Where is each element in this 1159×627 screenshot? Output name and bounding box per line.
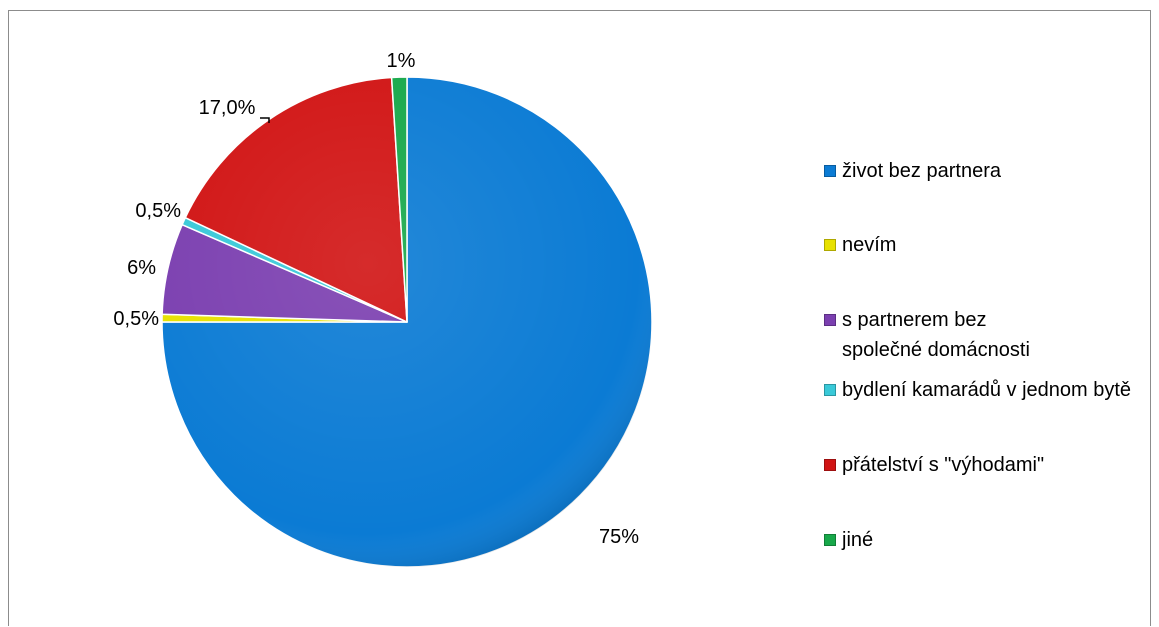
legend-swatch [824, 384, 836, 396]
legend: život bez partnera nevím s partnerem bez… [824, 11, 1159, 611]
data-label: 1% [387, 50, 416, 72]
data-label: 0,5% [113, 308, 159, 330]
legend-label: jiné [842, 529, 874, 551]
legend-item: nevím [824, 233, 1159, 260]
legend-item: s partnerem bez společné domácnosti [824, 308, 1159, 365]
data-label: 0,5% [135, 200, 181, 222]
legend-label: život bez partnera [842, 160, 1001, 182]
legend-label: s partnerem bez společné domácnosti [842, 309, 1030, 361]
legend-item: jiné [824, 528, 1159, 555]
legend-swatch [824, 534, 836, 546]
legend-label: nevím [842, 234, 897, 256]
legend-item: bydlení kamarádů v jednom bytě [824, 378, 1159, 405]
legend-swatch [824, 459, 836, 471]
chart-area: 75% 0,5% 6% 0,5% 17,0% 1% život bez partnera … [8, 10, 1151, 626]
legend-label: přátelství s "výhodami" [842, 454, 1045, 476]
leader-line-17 [260, 117, 270, 123]
legend-swatch [824, 314, 836, 326]
legend-swatch [824, 239, 836, 251]
legend-label: bydlení kamarádů v jednom bytě [842, 379, 1132, 401]
legend-item: přátelství s "výhodami" [824, 453, 1159, 480]
data-label: 75% [599, 526, 639, 548]
data-label: 6% [127, 257, 156, 279]
legend-swatch [824, 165, 836, 177]
legend-item: život bez partnera [824, 159, 1159, 186]
data-label: 17,0% [199, 97, 256, 119]
